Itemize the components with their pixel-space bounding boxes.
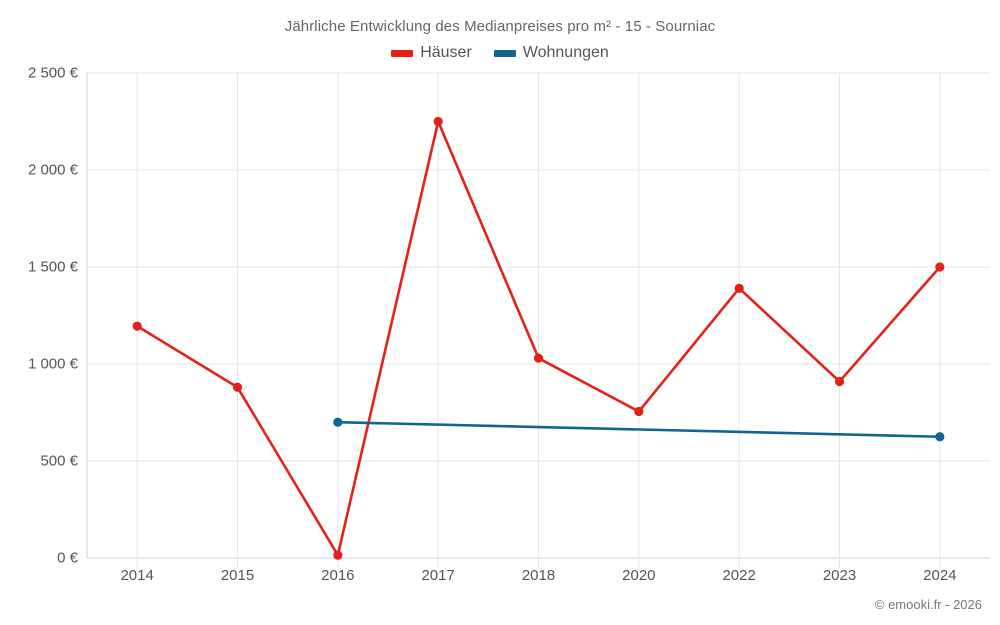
y-axis-tick-label: 2 000 €: [27, 161, 78, 179]
data-point[interactable]: [935, 262, 945, 272]
legend-label-haeuser: Häuser: [420, 44, 472, 61]
data-point[interactable]: [634, 406, 644, 417]
data-point[interactable]: [533, 353, 544, 363]
y-axis-tick-label: 2 500 €: [27, 64, 78, 82]
y-axis-tick-label: 500 €: [40, 452, 78, 470]
data-point[interactable]: [333, 417, 343, 427]
data-point[interactable]: [433, 116, 443, 127]
x-axis-tick-label: 2014: [120, 567, 154, 584]
data-point[interactable]: [834, 376, 845, 387]
y-axis-tick-label: 1 000 €: [27, 355, 78, 373]
plot-area: [86, 72, 990, 568]
x-axis-tick-label: 2017: [421, 567, 455, 584]
x-axis-tick-label: 2015: [220, 567, 255, 584]
legend-label-wohnungen: Wohnungen: [522, 44, 609, 61]
data-point[interactable]: [935, 432, 945, 442]
y-axis-tick-label: 1 500 €: [27, 258, 78, 276]
plot-svg: [86, 72, 990, 568]
data-point[interactable]: [232, 382, 243, 392]
data-point[interactable]: [132, 321, 142, 331]
chart-legend: Häuser Wohnungen: [0, 44, 1000, 62]
chart-title: Jährliche Entwicklung des Medianpreises …: [284, 18, 716, 35]
x-axis-tick-label: 2018: [521, 567, 556, 584]
x-axis-tick-label: 2020: [622, 567, 656, 584]
y-axis-tick-label: 0 €: [57, 549, 78, 567]
x-axis-tick-label: 2023: [822, 567, 857, 584]
series-line-wohnungen: [336, 420, 942, 439]
data-point[interactable]: [333, 550, 343, 560]
legend-item-wohnungen[interactable]: Wohnungen: [493, 44, 609, 62]
x-axis-tick-label: 2022: [722, 567, 756, 584]
legend-swatch-haeuser: [391, 49, 414, 57]
legend-swatch-wohnungen: [493, 49, 516, 57]
footer-credit: © emooki.fr - 2026: [874, 597, 982, 612]
legend-item-haeuser[interactable]: Häuser: [391, 44, 472, 62]
x-axis-tick-label: 2024: [923, 567, 957, 584]
x-axis-tick-label: 2016: [321, 567, 355, 584]
data-point[interactable]: [734, 283, 744, 293]
